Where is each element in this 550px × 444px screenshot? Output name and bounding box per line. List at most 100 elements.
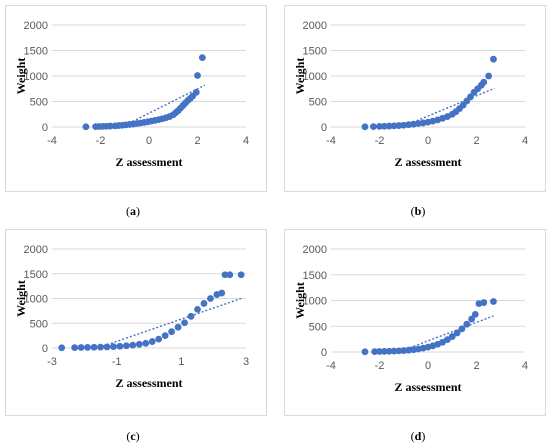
caption-c: (c) <box>126 429 139 443</box>
data-point <box>110 343 117 351</box>
data-point <box>448 333 456 340</box>
data-point <box>485 72 493 80</box>
data-point <box>58 344 66 352</box>
y-tick-label: 0 <box>42 343 48 355</box>
data-point <box>155 335 163 343</box>
chart-frame <box>284 5 546 192</box>
y-axis-title: Weight <box>293 282 307 319</box>
y-tick-label: 1000 <box>303 71 327 83</box>
caption-d: (d) <box>411 429 426 443</box>
data-point <box>480 299 488 306</box>
chart-frame <box>5 5 267 192</box>
y-axis-title: Weight <box>14 280 28 317</box>
data-point <box>390 347 398 355</box>
y-tick-label: 500 <box>309 321 327 333</box>
data-point <box>226 271 234 279</box>
caption-a: (a) <box>126 204 140 218</box>
y-tick-label: 2000 <box>303 244 327 256</box>
data-point <box>385 122 393 130</box>
chart-panel-a: 0 500 1000 1500 2000 -4 -2 0 2 4 Z assessment Weigh… <box>5 5 267 192</box>
data-point <box>84 344 91 351</box>
data-point <box>376 348 383 355</box>
x-tick-label: 4 <box>522 135 528 147</box>
data-point <box>106 122 114 130</box>
caption-b: (b) <box>411 204 426 218</box>
y-tick-label: 1500 <box>24 269 48 281</box>
data-point <box>468 315 476 323</box>
chart-panel-c: 0 500 1000 1500 2000 -3 -1 1 3 Z assessment Weight <box>5 229 267 416</box>
data-point <box>376 122 383 130</box>
data-point <box>97 343 104 351</box>
x-axis-title: Z assessment <box>115 376 182 390</box>
data-point <box>142 339 150 347</box>
y-tick-label: 1000 <box>303 296 327 308</box>
x-axis-title: Z assessment <box>394 155 461 169</box>
data-point <box>194 305 201 313</box>
y-tick-label: 0 <box>321 347 327 359</box>
y-tick-label: 2000 <box>303 20 327 32</box>
data-point <box>395 347 403 355</box>
data-point <box>480 78 488 86</box>
trendline <box>396 315 494 352</box>
data-point <box>370 123 377 130</box>
data-point <box>380 347 388 355</box>
data-point <box>218 289 226 297</box>
data-point <box>458 325 466 333</box>
data-point <box>198 54 206 62</box>
y-tick-label: 1500 <box>24 46 48 58</box>
x-tick-label: -2 <box>96 135 106 147</box>
data-point <box>168 328 176 336</box>
data-point <box>82 123 90 131</box>
x-tick-label: -2 <box>375 360 385 372</box>
x-tick-label: -4 <box>47 135 57 147</box>
x-tick-label: 0 <box>425 360 431 372</box>
y-tick-label: 0 <box>321 122 327 134</box>
x-tick-label: -2 <box>375 135 385 147</box>
chart-panel-b: 0 500 1000 1500 2000 -4 -2 0 2 4 Z assessment Weigh… <box>284 5 546 192</box>
data-point <box>116 342 124 350</box>
chart-panel-d: 0 500 1000 1500 2000 -4 -2 0 2 4 Z assessment Weigh… <box>284 229 546 416</box>
y-tick-label: 1500 <box>303 270 327 282</box>
x-tick-label: 0 <box>146 135 152 147</box>
data-point <box>122 342 130 350</box>
data-point <box>444 336 451 344</box>
data-point <box>380 122 388 130</box>
y-tick-label: 2000 <box>24 20 48 32</box>
data-point <box>135 340 143 348</box>
data-point <box>490 298 497 305</box>
data-point <box>467 93 474 101</box>
y-tick-label: 1000 <box>24 294 48 306</box>
y-tick-label: 0 <box>42 122 48 134</box>
chart-frame <box>284 229 546 416</box>
x-tick-label: 0 <box>425 135 431 147</box>
data-point <box>400 347 408 354</box>
data-point <box>395 122 403 129</box>
y-tick-label: 2000 <box>24 244 48 256</box>
data-point <box>385 347 393 355</box>
y-tick-label: 500 <box>30 318 48 330</box>
chart-frame <box>5 229 267 416</box>
data-point <box>237 271 245 279</box>
y-axis-title: Weight <box>14 58 28 95</box>
x-tick-label: -4 <box>326 360 336 372</box>
y-tick-label: 1500 <box>303 46 327 58</box>
data-point <box>221 271 229 279</box>
x-axis-title: Z assessment <box>394 380 461 394</box>
data-point <box>361 348 369 356</box>
x-tick-label: -3 <box>47 356 57 368</box>
data-point <box>371 348 379 355</box>
data-point <box>490 55 497 63</box>
x-tick-label: -4 <box>326 135 336 147</box>
data-point <box>361 123 369 131</box>
data-point <box>77 344 85 351</box>
data-point <box>463 320 471 328</box>
data-point <box>103 343 111 351</box>
data-point <box>181 319 188 327</box>
x-tick-label: -1 <box>112 356 122 368</box>
data-point <box>200 300 208 307</box>
data-point <box>148 338 156 345</box>
data-point <box>207 295 214 302</box>
x-axis-title: Z assessment <box>115 155 182 169</box>
x-tick-label: 4 <box>243 135 249 147</box>
